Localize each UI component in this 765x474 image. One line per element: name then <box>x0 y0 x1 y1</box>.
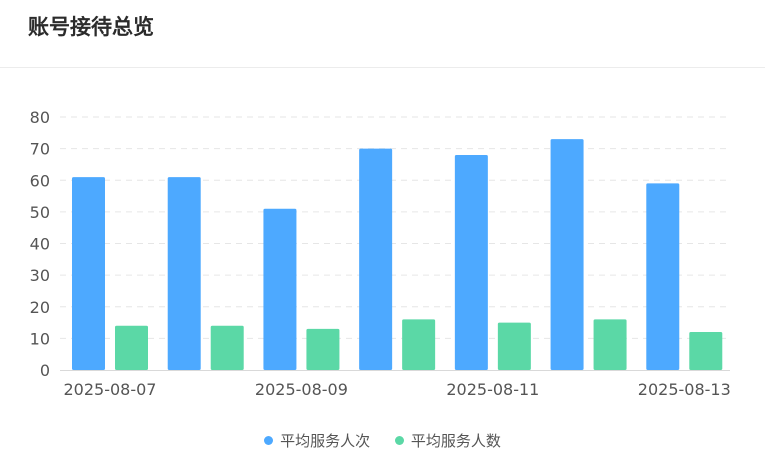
bar-series-1[interactable] <box>359 148 393 370</box>
legend-item-series-2[interactable]: 平均服务人数 <box>394 430 501 452</box>
bar-series-2[interactable] <box>689 332 723 370</box>
y-tick-label: 80 <box>30 108 50 127</box>
chart-legend: 平均服务人次 平均服务人数 <box>0 430 765 452</box>
bar-series-2[interactable] <box>210 325 244 370</box>
x-axis: 2025-08-07 2025-08-09 2025-08-11 2025-08-13 <box>60 370 731 399</box>
x-tick-label: 2025-08-09 <box>255 380 348 399</box>
y-tick-label: 20 <box>30 298 50 317</box>
bar-series-2[interactable] <box>115 325 148 370</box>
legend-label: 平均服务人数 <box>410 432 501 450</box>
card-header: 账号接待总览 <box>0 0 765 68</box>
y-tick-label: 0 <box>40 361 50 380</box>
y-tick-label: 40 <box>30 235 50 254</box>
legend-marker-icon <box>264 436 274 445</box>
page-title: 账号接待总览 <box>28 15 154 39</box>
legend-label: 平均服务人次 <box>280 432 371 450</box>
y-tick-label: 30 <box>30 266 50 285</box>
bar-series-2[interactable] <box>402 319 436 370</box>
legend-item-series-1[interactable]: 平均服务人次 <box>264 430 370 452</box>
y-tick-label: 70 <box>30 140 50 159</box>
bar-series-1[interactable] <box>72 177 105 370</box>
legend-marker-icon <box>394 436 404 445</box>
bar-series-1[interactable] <box>646 183 680 370</box>
bar-series-2[interactable] <box>497 322 531 370</box>
y-axis: 0 10 20 30 40 50 60 70 80 <box>30 108 50 380</box>
bar-series-1[interactable] <box>454 154 488 370</box>
y-tick-label: 50 <box>30 203 50 222</box>
bar-series-1[interactable] <box>550 139 584 370</box>
x-tick-label: 2025-08-11 <box>446 380 539 399</box>
y-tick-label: 60 <box>30 171 50 190</box>
x-tick-label: 2025-08-07 <box>64 380 157 399</box>
bar-series-2[interactable] <box>593 319 627 370</box>
bar-series-1[interactable] <box>263 208 297 370</box>
bars <box>72 139 723 370</box>
grid-lines <box>60 116 730 339</box>
x-tick-label: 2025-08-13 <box>638 380 731 399</box>
bar-series-1[interactable] <box>167 177 201 370</box>
y-tick-label: 10 <box>30 329 50 348</box>
bar-series-2[interactable] <box>306 328 340 370</box>
